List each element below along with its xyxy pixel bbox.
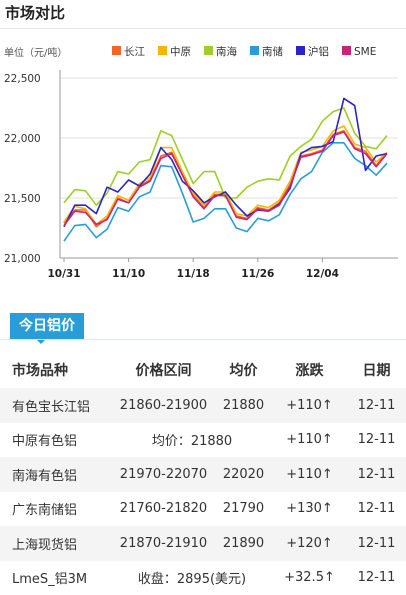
legend-swatch — [296, 46, 305, 55]
legend-label: 南储 — [262, 45, 283, 58]
change-value: +130 — [286, 501, 322, 516]
price-change: +110↑ — [272, 457, 347, 492]
arrow-up-icon: ↑ — [324, 570, 335, 585]
price-date: 12-11 — [347, 492, 406, 527]
price-table-header: 市场品种 价格区间 均价 涨跌 日期 — [0, 352, 406, 388]
market-name[interactable]: 南海有色铝 — [0, 457, 112, 492]
col-header-change: 涨跌 — [272, 352, 347, 388]
price-change: +32.5↑ — [272, 561, 347, 595]
table-row: 广东南储铝 21760-21820 21790 +130↑ 12-11 — [0, 492, 406, 527]
table-row: 中原有色铝 均价：21880 +110↑ 12-11 — [0, 423, 406, 458]
col-header-market: 市场品种 — [0, 352, 112, 388]
series-line-SME — [64, 132, 387, 226]
today-tab-divider — [0, 339, 406, 340]
price-range: 21860-21900 — [112, 388, 215, 423]
merged-price: 均价：21880 — [112, 423, 272, 458]
change-value: +32.5 — [284, 570, 324, 585]
section-title: 市场对比 — [5, 2, 65, 23]
y-tick-label: 22,000 — [4, 133, 41, 145]
y-tick-label: 22,500 — [4, 73, 41, 85]
change-value: +120 — [286, 536, 322, 551]
market-name[interactable]: 上海现货铝 — [0, 526, 112, 561]
x-tick-label: 12/04 — [306, 268, 339, 280]
avg-price: 21790 — [215, 492, 272, 527]
avg-price: 22020 — [215, 457, 272, 492]
market-name[interactable]: 中原有色铝 — [0, 423, 112, 458]
price-date: 12-11 — [347, 388, 406, 423]
legend-label: 沪铝 — [308, 45, 329, 58]
legend-label: 南海 — [216, 45, 237, 58]
arrow-up-icon: ↑ — [322, 536, 333, 551]
table-row: 南海有色铝 21970-22070 22020 +110↑ 12-11 — [0, 457, 406, 492]
price-date: 12-11 — [347, 423, 406, 458]
arrow-up-icon: ↑ — [322, 467, 333, 482]
price-date: 12-11 — [347, 526, 406, 561]
legend-label: 长江 — [124, 46, 145, 58]
price-comparison-chart: 单位（元/吨） 21,000 21,500 22,000 22,500 10/31 11/1… — [0, 30, 406, 292]
table-row: LmeS_铝3M 收盘：2895(美元) +32.5↑ 12-11 — [0, 561, 406, 595]
price-table: 市场品种 价格区间 均价 涨跌 日期 有色宝长江铝 21860-21900 21… — [0, 352, 406, 595]
arrow-up-icon: ↑ — [322, 501, 333, 516]
title-divider — [0, 28, 406, 29]
x-tick-label: 11/18 — [177, 268, 210, 280]
legend-swatch — [250, 46, 259, 55]
table-row: 有色宝长江铝 21860-21900 21880 +110↑ 12-11 — [0, 388, 406, 423]
legend-swatch — [342, 46, 351, 55]
change-value: +110 — [286, 398, 322, 413]
market-name[interactable]: LmeS_铝3M — [0, 561, 112, 595]
change-value: +110 — [286, 432, 322, 447]
market-name[interactable]: 广东南储铝 — [0, 492, 112, 527]
price-date: 12-11 — [347, 561, 406, 595]
price-change: +120↑ — [272, 526, 347, 561]
avg-price: 21890 — [215, 526, 272, 561]
change-value: +110 — [286, 467, 322, 482]
price-change: +130↑ — [272, 492, 347, 527]
market-name[interactable]: 有色宝长江铝 — [0, 388, 112, 423]
x-tick-label: 10/31 — [47, 268, 80, 280]
col-header-date: 日期 — [347, 352, 406, 388]
unit-label: 单位（元/吨） — [4, 46, 67, 59]
legend-swatch — [112, 46, 121, 55]
today-price-tab[interactable]: 今日铝价 — [10, 313, 84, 339]
table-row: 上海现货铝 21870-21910 21890 +120↑ 12-11 — [0, 526, 406, 561]
price-range: 21970-22070 — [112, 457, 215, 492]
price-date: 12-11 — [347, 457, 406, 492]
col-header-avg: 均价 — [215, 352, 272, 388]
y-tick-label: 21,000 — [4, 253, 41, 265]
price-change: +110↑ — [272, 423, 347, 458]
series-line-长江 — [64, 131, 387, 227]
x-tick-label: 11/26 — [241, 268, 274, 280]
price-range: 21870-21910 — [112, 526, 215, 561]
legend-swatch — [204, 46, 213, 55]
arrow-up-icon: ↑ — [322, 432, 333, 447]
price-range: 21760-21820 — [112, 492, 215, 527]
y-tick-label: 21,500 — [4, 193, 41, 205]
legend-label: 中原 — [170, 45, 191, 58]
x-tick-label: 11/10 — [112, 268, 145, 280]
legend-label: SME — [354, 46, 376, 58]
avg-price: 21880 — [215, 388, 272, 423]
legend-swatch — [158, 46, 167, 55]
arrow-up-icon: ↑ — [322, 398, 333, 413]
merged-price: 收盘：2895(美元) — [112, 561, 272, 595]
price-change: +110↑ — [272, 388, 347, 423]
col-header-range: 价格区间 — [112, 352, 215, 388]
